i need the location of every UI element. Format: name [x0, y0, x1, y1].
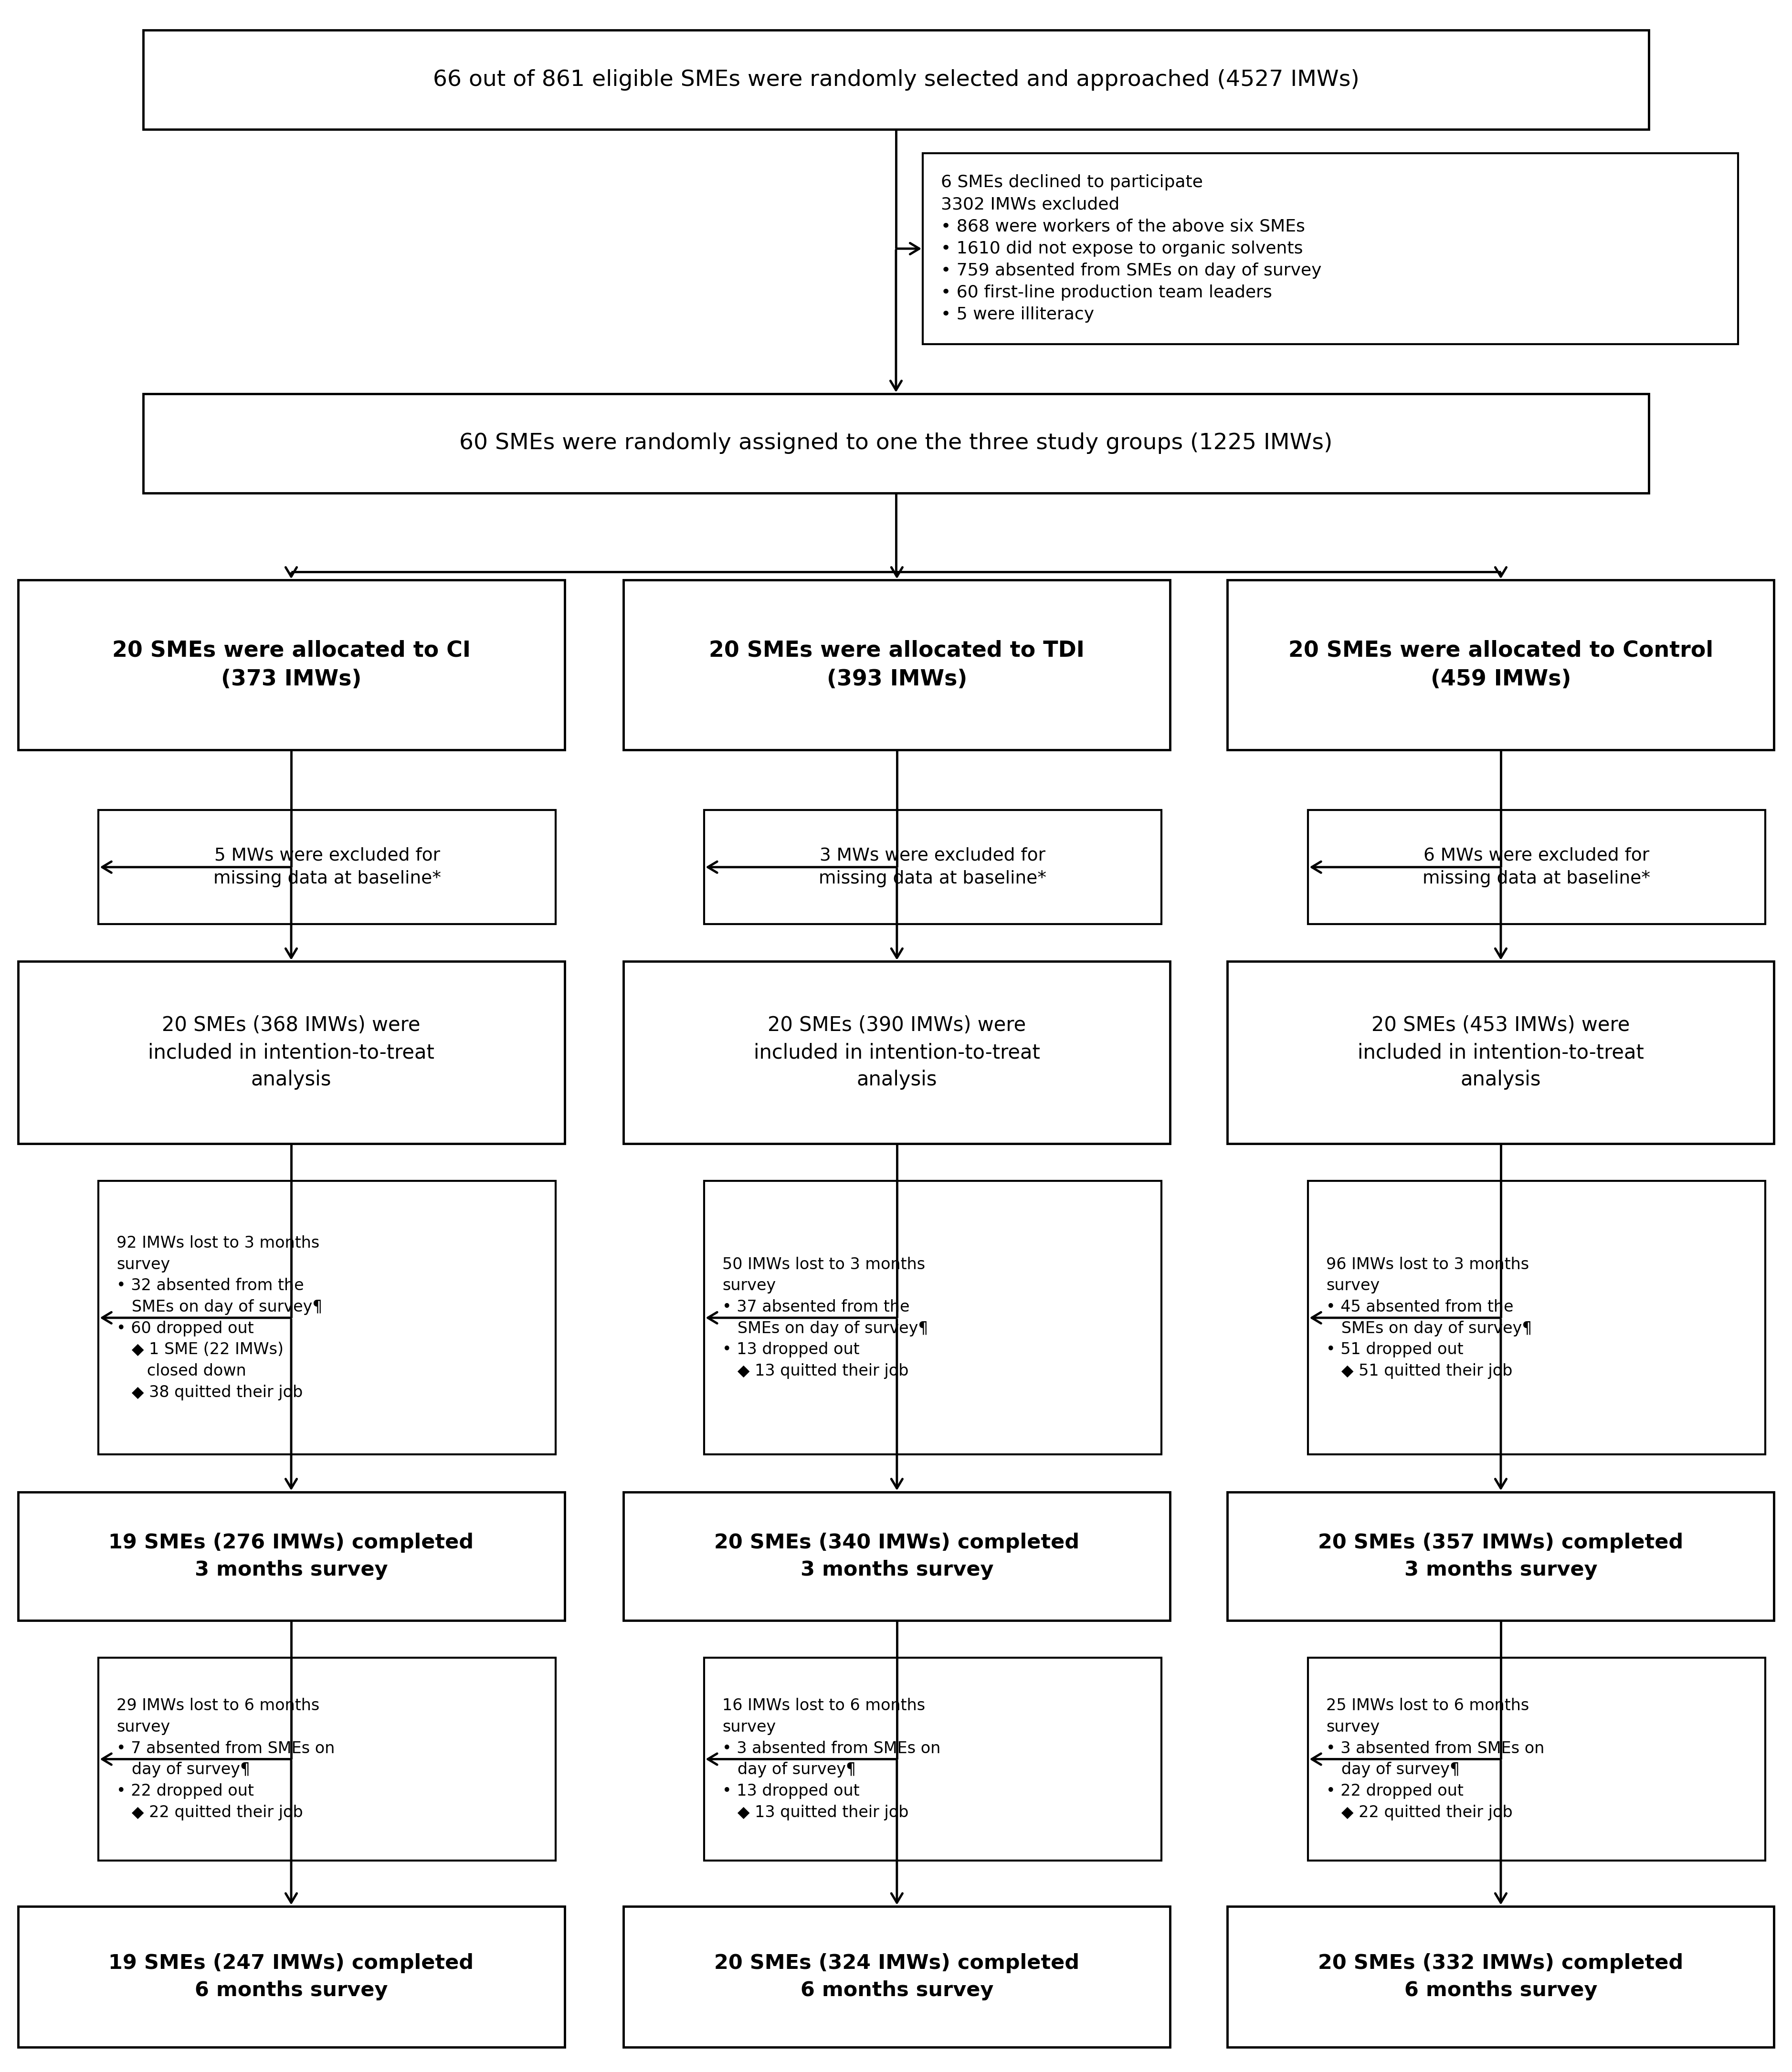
FancyBboxPatch shape: [704, 1181, 1161, 1455]
Text: 20 SMEs were allocated to Control
(459 IMWs): 20 SMEs were allocated to Control (459 I…: [1288, 640, 1713, 690]
Text: 29 IMWs lost to 6 months
survey
• 7 absented from SMEs on
   day of survey¶
• 22: 29 IMWs lost to 6 months survey • 7 abse…: [116, 1697, 335, 1821]
Text: 96 IMWs lost to 3 months
survey
• 45 absented from the
   SMEs on day of survey¶: 96 IMWs lost to 3 months survey • 45 abs…: [1326, 1256, 1532, 1380]
FancyBboxPatch shape: [624, 1492, 1170, 1620]
FancyBboxPatch shape: [18, 1492, 564, 1620]
Text: 19 SMEs (276 IMWs) completed
3 months survey: 19 SMEs (276 IMWs) completed 3 months su…: [109, 1533, 473, 1579]
Text: 20 SMEs (453 IMWs) were
included in intention-to-treat
analysis: 20 SMEs (453 IMWs) were included in inte…: [1358, 1015, 1643, 1090]
Text: 20 SMEs (332 IMWs) completed
6 months survey: 20 SMEs (332 IMWs) completed 6 months su…: [1319, 1954, 1683, 1999]
FancyBboxPatch shape: [143, 29, 1649, 128]
FancyBboxPatch shape: [1308, 810, 1765, 924]
Text: 20 SMEs (324 IMWs) completed
6 months survey: 20 SMEs (324 IMWs) completed 6 months su…: [715, 1954, 1079, 1999]
FancyBboxPatch shape: [1308, 1658, 1765, 1861]
FancyBboxPatch shape: [1228, 1492, 1774, 1620]
FancyBboxPatch shape: [18, 1906, 564, 2047]
Text: 60 SMEs were randomly assigned to one the three study groups (1225 IMWs): 60 SMEs were randomly assigned to one th…: [459, 433, 1333, 454]
Text: 20 SMEs were allocated to CI
(373 IMWs): 20 SMEs were allocated to CI (373 IMWs): [111, 640, 471, 690]
FancyBboxPatch shape: [624, 580, 1170, 750]
Text: 5 MWs were excluded for
missing data at baseline*: 5 MWs were excluded for missing data at …: [213, 847, 441, 887]
Text: 6 MWs were excluded for
missing data at baseline*: 6 MWs were excluded for missing data at …: [1423, 847, 1650, 887]
Text: 50 IMWs lost to 3 months
survey
• 37 absented from the
   SMEs on day of survey¶: 50 IMWs lost to 3 months survey • 37 abs…: [722, 1256, 928, 1380]
FancyBboxPatch shape: [1228, 1906, 1774, 2047]
FancyBboxPatch shape: [704, 1658, 1161, 1861]
Text: 3 MWs were excluded for
missing data at baseline*: 3 MWs were excluded for missing data at …: [819, 847, 1047, 887]
FancyBboxPatch shape: [99, 1658, 556, 1861]
FancyBboxPatch shape: [923, 153, 1738, 344]
FancyBboxPatch shape: [704, 810, 1161, 924]
FancyBboxPatch shape: [99, 810, 556, 924]
Text: 66 out of 861 eligible SMEs were randomly selected and approached (4527 IMWs): 66 out of 861 eligible SMEs were randoml…: [434, 68, 1358, 91]
FancyBboxPatch shape: [1308, 1181, 1765, 1455]
Text: 16 IMWs lost to 6 months
survey
• 3 absented from SMEs on
   day of survey¶
• 13: 16 IMWs lost to 6 months survey • 3 abse…: [722, 1697, 941, 1821]
Text: 20 SMEs were allocated to TDI
(393 IMWs): 20 SMEs were allocated to TDI (393 IMWs): [710, 640, 1084, 690]
Text: 20 SMEs (340 IMWs) completed
3 months survey: 20 SMEs (340 IMWs) completed 3 months su…: [715, 1533, 1079, 1579]
Text: 20 SMEs (368 IMWs) were
included in intention-to-treat
analysis: 20 SMEs (368 IMWs) were included in inte…: [149, 1015, 434, 1090]
Text: 19 SMEs (247 IMWs) completed
6 months survey: 19 SMEs (247 IMWs) completed 6 months su…: [109, 1954, 473, 1999]
FancyBboxPatch shape: [99, 1181, 556, 1455]
FancyBboxPatch shape: [624, 1906, 1170, 2047]
FancyBboxPatch shape: [1228, 580, 1774, 750]
FancyBboxPatch shape: [143, 394, 1649, 493]
Text: 20 SMEs (357 IMWs) completed
3 months survey: 20 SMEs (357 IMWs) completed 3 months su…: [1319, 1533, 1683, 1579]
FancyBboxPatch shape: [18, 580, 564, 750]
Text: 6 SMEs declined to participate
3302 IMWs excluded
• 868 were workers of the abov: 6 SMEs declined to participate 3302 IMWs…: [941, 174, 1321, 323]
FancyBboxPatch shape: [624, 961, 1170, 1144]
FancyBboxPatch shape: [1228, 961, 1774, 1144]
FancyBboxPatch shape: [18, 961, 564, 1144]
Text: 25 IMWs lost to 6 months
survey
• 3 absented from SMEs on
   day of survey¶
• 22: 25 IMWs lost to 6 months survey • 3 abse…: [1326, 1697, 1545, 1821]
Text: 92 IMWs lost to 3 months
survey
• 32 absented from the
   SMEs on day of survey¶: 92 IMWs lost to 3 months survey • 32 abs…: [116, 1235, 323, 1401]
Text: 20 SMEs (390 IMWs) were
included in intention-to-treat
analysis: 20 SMEs (390 IMWs) were included in inte…: [754, 1015, 1039, 1090]
